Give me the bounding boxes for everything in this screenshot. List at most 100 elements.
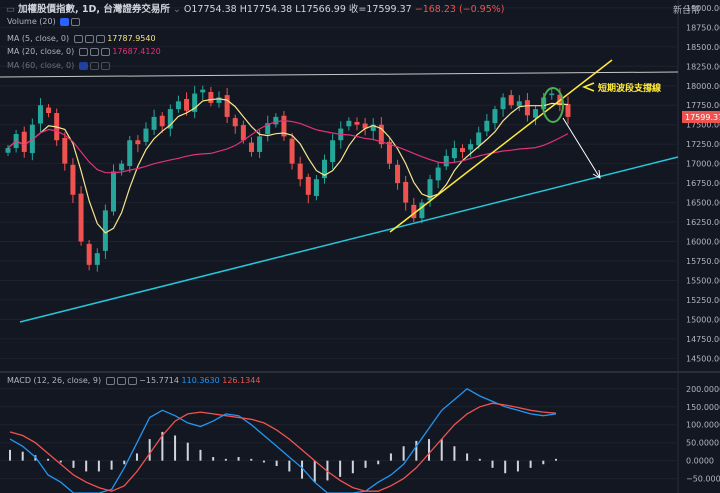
highlight-circle: [542, 87, 564, 123]
candle-body: [403, 181, 409, 203]
macd-hist-bar: [453, 446, 456, 461]
price-tick-label: 18250.00: [686, 62, 720, 71]
candle-body: [232, 118, 238, 127]
price-tick-label: 14750.00: [686, 335, 720, 344]
settings-icon[interactable]: [89, 61, 99, 70]
trendlines: 短期波段支撐線: [0, 59, 679, 323]
macd-tick-label: 50.0000: [686, 439, 719, 448]
macd-hist-bar: [212, 457, 215, 461]
indicator-ma60[interactable]: MA (60, close, 0): [7, 61, 110, 70]
chevron-down-icon[interactable]: ⌄: [172, 4, 181, 15]
candle-body: [533, 109, 539, 118]
candle-body: [78, 193, 84, 242]
close-icon[interactable]: [100, 61, 110, 70]
eye-icon[interactable]: [73, 34, 83, 43]
close-icon[interactable]: [95, 34, 105, 43]
price-axis[interactable]: 19000.00 18750.00 18500.00 18250.00 18000.00…: [682, 4, 720, 484]
price-tick-label: 16500.00: [686, 199, 720, 208]
candle-body: [62, 137, 68, 164]
candle-body: [330, 140, 336, 163]
settings-icon[interactable]: [116, 376, 126, 385]
candle-body: [248, 142, 254, 152]
macd-hist-bar: [97, 460, 100, 472]
indicator-macd-value: −15.7714: [139, 376, 179, 385]
candle-body: [273, 116, 279, 125]
price-tick-label: 18750.00: [686, 23, 720, 32]
price-tick-label: 16250.00: [686, 218, 720, 227]
candle-body: [451, 148, 457, 159]
eye-icon[interactable]: [78, 47, 88, 56]
settings-icon[interactable]: [89, 47, 99, 56]
collapse-icon[interactable]: ▭: [6, 4, 15, 15]
eye-icon[interactable]: [60, 17, 70, 26]
candle-body: [200, 89, 206, 93]
indicator-ma5-value: 17787.9540: [107, 34, 156, 43]
moving-averages: [7, 98, 569, 234]
short-support-line: [389, 59, 613, 233]
symbol-header: ▭ 加權股價指數, 1D, 台灣證券交易所 ⌄ O17754.38 H17754…: [6, 1, 505, 15]
ohlc-close: 收=17599.37: [348, 4, 412, 15]
macd-hist-bar: [529, 460, 532, 468]
indicator-ma60-label: MA (60, close, 0): [7, 61, 75, 70]
candle-body: [508, 95, 514, 106]
indicator-ma20-value: 17687.4120: [112, 47, 161, 56]
symbol-title[interactable]: 加權股價指數, 1D, 台灣證券交易所: [18, 4, 170, 15]
ohlc-change: −168.23 (−0.95%): [414, 4, 505, 15]
candle-body: [395, 164, 401, 184]
macd-hist-bar: [262, 460, 265, 463]
macd-hist-bar: [9, 449, 11, 461]
candle-body: [86, 243, 92, 265]
candle-body: [224, 95, 230, 117]
macd-tick-label: 200.0000: [686, 385, 720, 394]
price-tick-label: 18000.00: [686, 82, 720, 91]
settings-icon[interactable]: [84, 34, 94, 43]
macd-hist-bar: [364, 460, 367, 468]
candle-body: [208, 91, 214, 103]
macd-hist-bar: [326, 460, 329, 481]
last-price-tag: [682, 110, 720, 123]
macd-hist-bar: [478, 458, 481, 461]
candle-body: [216, 97, 222, 103]
settings-icon[interactable]: [71, 17, 81, 26]
price-tick-label: 17250.00: [686, 140, 720, 149]
candle-body: [484, 120, 490, 132]
indicator-macd-label: MACD (12, 26, close, 9): [7, 376, 102, 385]
candle-body: [459, 148, 465, 152]
price-tick-label: 15250.00: [686, 296, 720, 305]
candle-body: [257, 136, 263, 152]
close-icon[interactable]: [100, 47, 110, 56]
candle-body: [476, 132, 482, 146]
eye-icon[interactable]: [105, 376, 115, 385]
macd-hist-bar: [516, 460, 519, 472]
macd-hist-bar: [351, 460, 354, 474]
indicator-macd[interactable]: MACD (12, 26, close, 9) −15.7714 110.363…: [7, 376, 260, 385]
indicator-ma5[interactable]: MA (5, close, 0) 17787.9540: [7, 34, 156, 43]
macd-hist-bar: [237, 457, 240, 461]
macd-hist-bar: [21, 451, 24, 461]
candle-body: [289, 138, 295, 164]
price-tick-label: 17750.00: [686, 101, 720, 110]
macd-hist-bar: [275, 460, 278, 467]
close-icon[interactable]: [127, 376, 137, 385]
candle-body: [192, 93, 198, 112]
macd-hist-bar: [199, 449, 202, 461]
candle-body: [281, 115, 287, 137]
macd-hist-bar: [72, 460, 75, 468]
macd-hist-bar: [186, 442, 189, 461]
macd-pane: [9, 388, 557, 493]
indicator-ma20[interactable]: MA (20, close, 0) 17687.4120: [7, 47, 161, 56]
last-price-label: 17599.37: [685, 113, 720, 122]
macd-hist-bar: [389, 453, 392, 461]
ohlc-high: H17754.38: [239, 4, 293, 15]
annotation-arrow: [581, 82, 595, 92]
candle-body: [468, 144, 474, 150]
candlestick-series: [5, 85, 571, 272]
macd-hist-bar: [85, 460, 88, 472]
eye-icon[interactable]: [78, 61, 88, 70]
indicator-volume[interactable]: Volume (20): [7, 17, 81, 26]
candle-body: [378, 124, 384, 145]
ohlc-open: O17754.38: [183, 4, 237, 15]
candle-body: [549, 93, 555, 96]
candle-body: [159, 115, 165, 127]
